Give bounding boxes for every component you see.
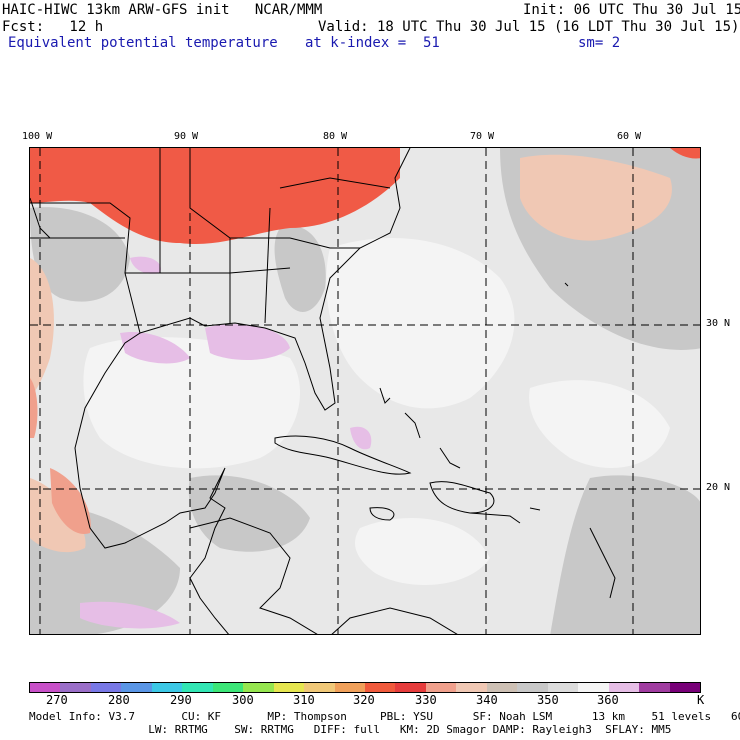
colorbar-swatch-4: [151, 683, 183, 692]
field-salmon-areas: [30, 378, 91, 534]
colorbar-swatch-2: [90, 683, 122, 692]
colorbar-swatch-10: [334, 683, 365, 692]
lat-label-20n: 20 N: [706, 482, 731, 493]
colorbar-swatch-9: [304, 683, 335, 692]
theta-e-map: [29, 147, 701, 635]
colorbar-tick-350: 350: [537, 693, 559, 707]
colorbar-tick-280: 280: [108, 693, 130, 707]
lon-label-60w: 60 W: [617, 131, 642, 142]
islands: [379, 282, 616, 599]
colorbar-swatch-1: [60, 683, 91, 692]
latlon-grid: [30, 148, 700, 634]
colorbar-swatch-16: [517, 683, 548, 692]
field-name: Equivalent potential temperature: [8, 35, 278, 51]
coastlines: [30, 148, 521, 634]
colorbar-swatch-7: [243, 683, 274, 692]
lon-label-80w: 80 W: [323, 131, 348, 142]
init-time: Init: 06 UTC Thu 30 Jul 15: [523, 2, 740, 18]
colorbar-swatch-21: [669, 683, 700, 692]
model-info-line1: Model Info: V3.7 CU: KF MP: Thompson PBL…: [29, 710, 740, 723]
colorbar-swatch-11: [364, 683, 396, 692]
smoothing: sm= 2: [578, 35, 621, 51]
colorbar: [29, 682, 701, 693]
model-info-line2: LW: RRTMG SW: RRTMG DIFF: full KM: 2D Sm…: [29, 723, 672, 736]
colorbar-swatch-8: [273, 683, 305, 692]
colorbar-swatch-14: [456, 683, 487, 692]
lat-label-30n: 30 N: [706, 318, 731, 329]
field-warm-band: [30, 148, 400, 245]
colorbar-tick-330: 330: [415, 693, 437, 707]
field-warm-corner: [670, 148, 700, 159]
map-canvas: [30, 148, 700, 634]
colorbar-swatch-19: [608, 683, 640, 692]
forecast-hour: Fcst: 12 h: [2, 19, 104, 35]
lon-label-90w: 90 W: [174, 131, 199, 142]
colorbar-swatch-0: [30, 683, 61, 692]
lon-label-100w: 100 W: [22, 131, 53, 142]
colorbar-swatch-12: [395, 683, 426, 692]
field-white-areas: [83, 238, 670, 585]
field-purple-areas: [80, 256, 372, 629]
field-tan-areas: [30, 154, 672, 553]
colorbar-unit: K: [697, 693, 705, 707]
colorbar-swatch-13: [425, 683, 457, 692]
colorbar-swatch-20: [639, 683, 670, 692]
colorbar-swatch-15: [486, 683, 518, 692]
colorbar-tick-360: 360: [597, 693, 619, 707]
colorbar-tick-300: 300: [232, 693, 254, 707]
colorbar-swatch-5: [182, 683, 213, 692]
colorbar-tick-290: 290: [170, 693, 192, 707]
colorbar-swatch-6: [212, 683, 244, 692]
colorbar-swatch-17: [547, 683, 579, 692]
level-index: at k-index = 51: [305, 35, 440, 51]
lon-label-70w: 70 W: [470, 131, 495, 142]
colorbar-tick-270: 270: [46, 693, 68, 707]
colorbar-tick-340: 340: [476, 693, 498, 707]
model-title: HAIC-HIWC 13km ARW-GFS init NCAR/MMM: [2, 2, 323, 18]
colorbar-swatch-18: [578, 683, 609, 692]
colorbar-tick-320: 320: [353, 693, 375, 707]
colorbar-tick-310: 310: [293, 693, 315, 707]
valid-time: Valid: 18 UTC Thu 30 Jul 15 (16 LDT Thu …: [318, 19, 740, 35]
colorbar-swatch-3: [121, 683, 152, 692]
